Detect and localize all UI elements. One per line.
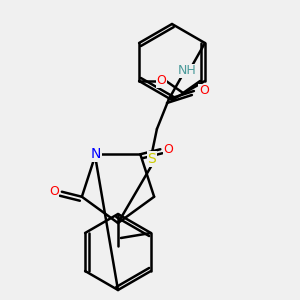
Text: O: O [49,185,59,198]
Text: NH: NH [178,64,196,77]
Text: N: N [91,147,101,161]
Text: O: O [164,143,173,156]
Text: O: O [156,74,166,88]
Text: O: O [199,85,209,98]
Text: S: S [148,152,156,166]
